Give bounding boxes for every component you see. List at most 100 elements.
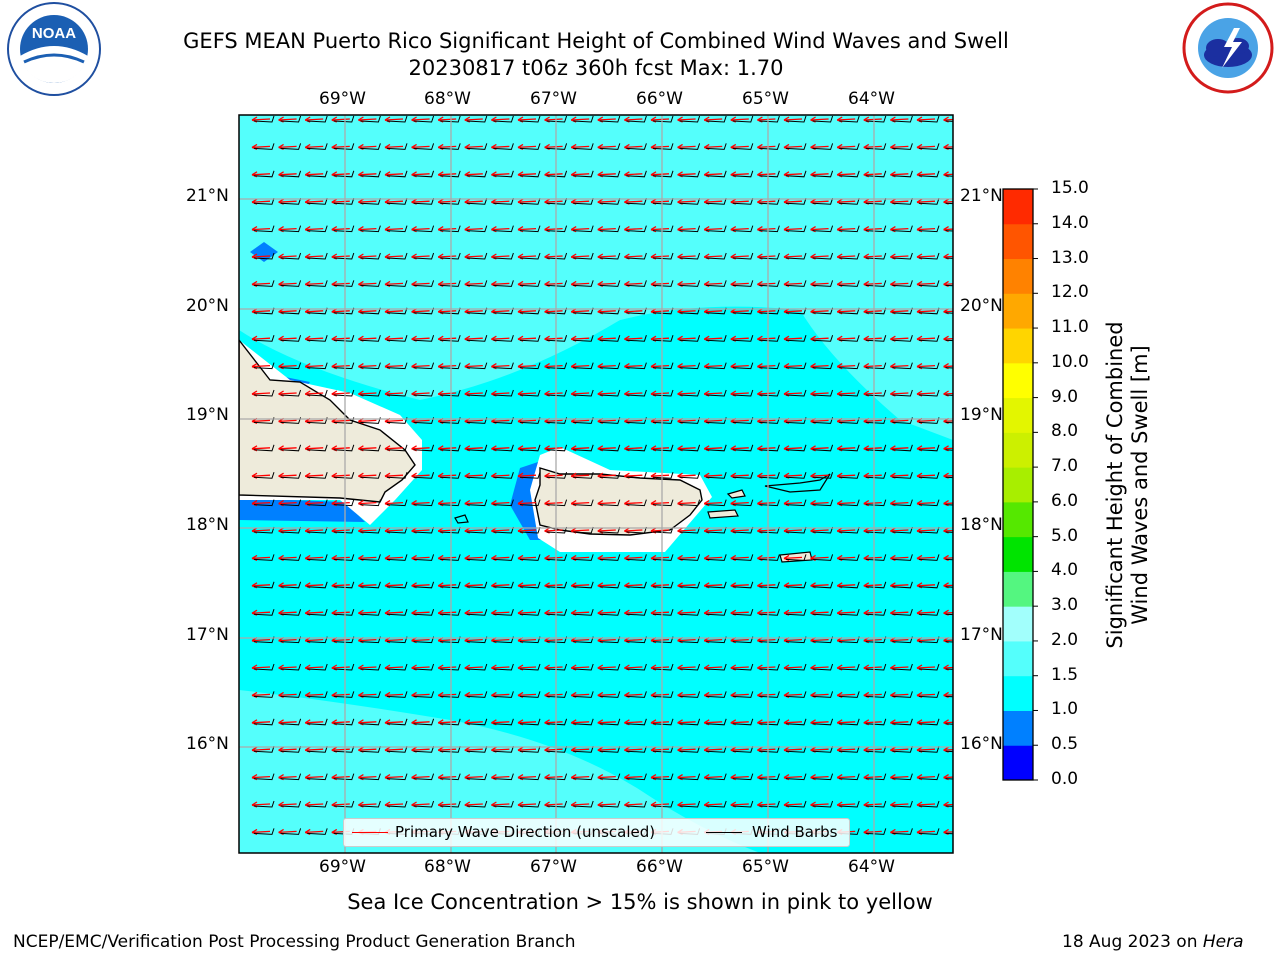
wind-barb — [865, 307, 887, 315]
wave-arrow — [757, 310, 776, 313]
wave-arrow — [810, 337, 829, 340]
lon-label-top-66w: 66°W — [636, 89, 683, 109]
wave-arrow — [305, 474, 324, 477]
wave-arrow — [916, 255, 936, 258]
wind-barb — [307, 198, 328, 205]
colorbar-tick-label: 12.0 — [1051, 282, 1089, 303]
nws-logo — [1182, 2, 1274, 94]
wave-arrow — [810, 638, 829, 642]
wind-barb — [546, 362, 568, 370]
wave-arrow — [278, 118, 297, 121]
wind-barb — [918, 800, 940, 808]
wind-barb — [440, 170, 461, 178]
wind-barb — [945, 202, 953, 205]
wave-arrow — [597, 501, 616, 505]
wave-arrow — [704, 584, 723, 587]
lat-label-right-18n: 18°N — [960, 515, 1003, 535]
wave-arrow — [863, 419, 882, 423]
footer-host: Hera — [1202, 932, 1244, 952]
wind-barb — [652, 554, 674, 561]
wave-arrow — [491, 556, 510, 560]
wind-barb — [253, 143, 275, 150]
wave-arrow — [384, 227, 404, 231]
colorbar-segment — [1003, 397, 1033, 433]
wind-barb — [253, 307, 275, 315]
wave-arrow — [677, 501, 696, 505]
colorbar-segment — [1003, 571, 1033, 607]
wind-barb — [599, 499, 621, 507]
wave-arrow — [517, 364, 537, 368]
wave-arrow — [916, 282, 936, 286]
wind-barb — [918, 526, 940, 534]
wave-arrow — [757, 447, 776, 450]
wind-barb — [812, 609, 834, 616]
wind-barb — [706, 170, 727, 178]
wind-barb — [599, 800, 621, 808]
wind-barb — [573, 143, 594, 150]
wind-barb — [785, 444, 807, 452]
wave-arrow — [704, 447, 723, 450]
wave-arrow — [517, 529, 537, 532]
wave-arrow — [597, 392, 616, 395]
wind-barb — [599, 389, 621, 397]
wave-arrow — [278, 666, 297, 669]
wind-barb — [440, 609, 461, 616]
wave-arrow — [491, 474, 510, 477]
wave-arrow — [358, 638, 377, 642]
wave-arrow — [757, 721, 776, 724]
wave-arrow — [438, 529, 457, 532]
wave-arrow — [783, 556, 803, 560]
wave-arrow — [251, 748, 271, 751]
wind-barb — [945, 558, 953, 561]
wave-arrow — [464, 803, 483, 806]
wave-arrow — [810, 666, 829, 669]
lat-label-right-16n: 16°N — [960, 734, 1003, 754]
wind-barb — [679, 143, 701, 150]
wave-arrow — [624, 173, 643, 176]
wave-arrow — [517, 419, 537, 423]
wave-arrow — [517, 748, 537, 751]
wave-arrow — [411, 447, 430, 450]
wind-barb — [892, 198, 913, 205]
wave-arrow — [251, 118, 271, 121]
wave-arrow — [411, 419, 430, 423]
wind-barb — [652, 362, 674, 370]
colorbar-segment — [1003, 501, 1033, 538]
wave-arrow — [331, 392, 350, 395]
wind-barb — [519, 609, 541, 616]
wave-arrow — [730, 145, 749, 149]
wind-barb — [519, 143, 541, 150]
wave-arrow — [358, 748, 377, 751]
wind-barb — [253, 252, 275, 260]
wind-barb — [413, 143, 435, 150]
wave-arrow — [757, 474, 776, 477]
wind-barb — [679, 170, 701, 178]
wind-barb — [652, 252, 674, 260]
wind-barb — [812, 773, 834, 781]
wave-arrow — [704, 118, 723, 121]
wind-barb — [413, 444, 435, 452]
wind-barb — [918, 773, 940, 781]
wave-arrow — [597, 282, 616, 286]
wind-barb — [360, 444, 381, 452]
wind-barb — [440, 554, 461, 561]
wind-barb — [785, 389, 807, 397]
wind-barb — [785, 609, 807, 616]
wave-arrow — [916, 392, 936, 395]
wind-barb — [493, 252, 514, 260]
land-hispaniola — [239, 338, 416, 503]
wind-barb — [280, 170, 302, 178]
wind-barb — [599, 225, 621, 233]
wind-barb — [626, 335, 647, 342]
colorbar-title-line1: Significant Height of Combined — [1103, 321, 1127, 649]
wave-arrow — [278, 803, 297, 806]
wind-barb — [546, 307, 568, 315]
wave-arrow — [810, 419, 829, 423]
colorbar-tick-label: 5.0 — [1051, 525, 1079, 546]
wave-arrow — [597, 447, 616, 450]
wave-arrow — [837, 392, 856, 395]
wind-barb — [732, 746, 754, 753]
wave-arrow — [571, 118, 590, 121]
wind-barb — [626, 800, 647, 808]
